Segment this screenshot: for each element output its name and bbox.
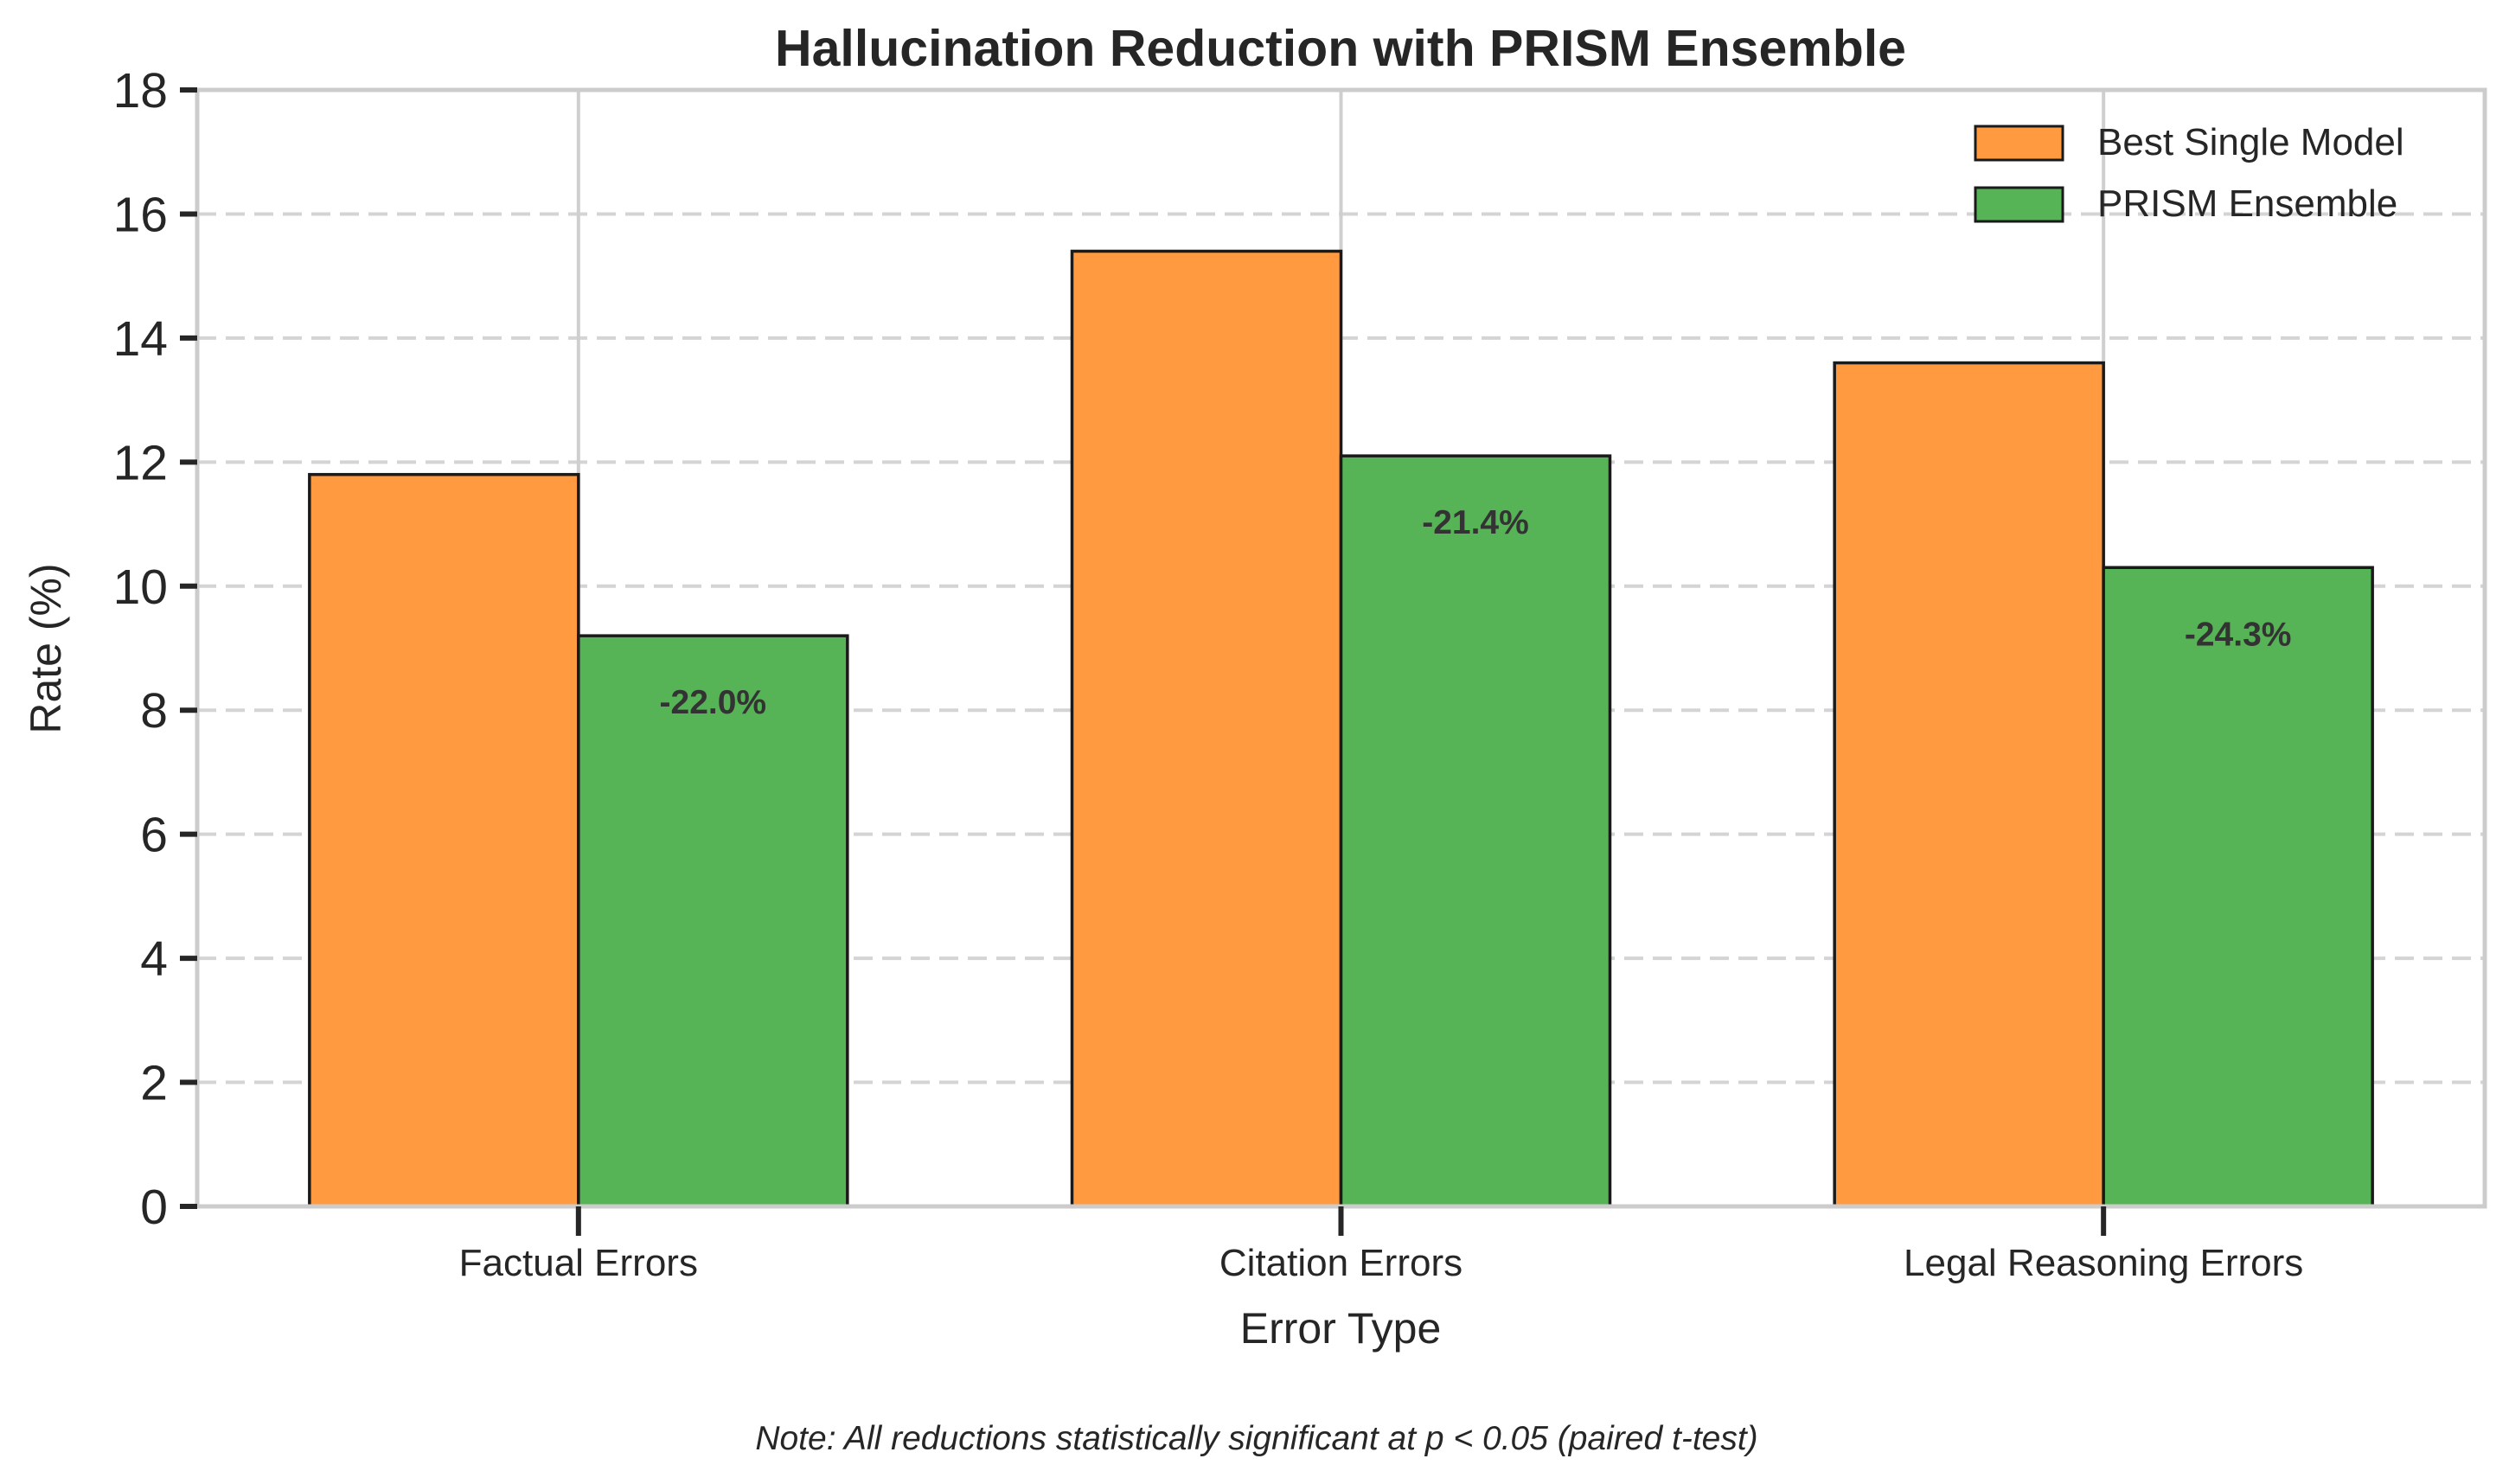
- bar-best-single-model: [308, 472, 580, 1208]
- axis-ticks: 0 2 4 6 8 10 12 14 16 18 Factual Errors Citation Er…: [113, 63, 2304, 1284]
- footnote: Note: All reductions statistically signi…: [755, 1420, 1757, 1457]
- legend: Best Single Model PRISM Ensemble: [1974, 121, 2404, 225]
- y-axis-label: Rate (%): [22, 563, 70, 733]
- bar-annotations: -22.0% -21.4% -24.3%: [660, 504, 2292, 721]
- bar-best-single-model: [1070, 249, 1343, 1208]
- x-tick-label: Citation Errors: [1219, 1242, 1463, 1284]
- reduction-label: -24.3%: [2185, 616, 2292, 653]
- y-tick-label: 4: [140, 931, 168, 987]
- y-tick-label: 16: [113, 187, 168, 242]
- legend-swatch: [1974, 186, 2064, 223]
- y-tick-label: 18: [113, 63, 168, 118]
- x-axis-label: Error Type: [1240, 1304, 1442, 1353]
- x-tick-label: Factual Errors: [459, 1242, 698, 1284]
- bar-best-single-model: [1833, 361, 2105, 1208]
- y-tick-label: 8: [140, 683, 168, 739]
- bars: [308, 249, 2374, 1208]
- reduction-label: -22.0%: [660, 684, 767, 721]
- bar-prism-ensemble: [2102, 566, 2374, 1208]
- bar-prism-ensemble: [1339, 454, 1612, 1208]
- chart-title: Hallucination Reduction with PRISM Ensem…: [775, 20, 1906, 77]
- legend-label: Best Single Model: [2097, 121, 2404, 163]
- legend-swatch: [1974, 125, 2064, 162]
- y-tick-label: 2: [140, 1056, 168, 1111]
- x-tick-label: Legal Reasoning Errors: [1904, 1242, 2303, 1284]
- reduction-label: -21.4%: [1422, 504, 1529, 541]
- y-tick-label: 12: [113, 435, 168, 490]
- legend-label: PRISM Ensemble: [2097, 182, 2397, 225]
- y-tick-label: 10: [113, 560, 168, 615]
- y-tick-label: 0: [140, 1180, 168, 1235]
- y-tick-label: 14: [113, 311, 168, 367]
- y-tick-label: 6: [140, 808, 168, 863]
